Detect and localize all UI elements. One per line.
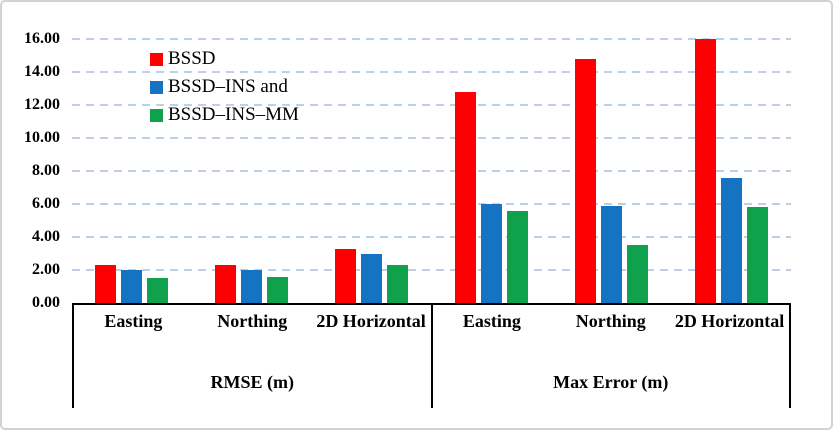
y-tick-label: 8.00: [32, 162, 60, 179]
gridline: [72, 104, 791, 106]
gridline: [72, 137, 791, 139]
bar-bssd: [215, 265, 237, 303]
cluster-easting: [432, 39, 552, 303]
legend-label: BSSD: [168, 48, 216, 69]
gridline: [72, 71, 791, 73]
cluster-northing: [551, 39, 671, 303]
bar-bssd: [454, 91, 476, 303]
category-row: Easting Northing 2D Horizontal: [433, 305, 790, 362]
bar-bssd: [335, 248, 357, 303]
bar-bssd-ins-mm: [387, 265, 409, 303]
y-tick-label: 12.00: [24, 96, 60, 113]
legend-item: BSSD–INS–MM: [150, 104, 299, 126]
y-tick-label: 6.00: [32, 195, 60, 212]
y-tick-label: 16.00: [24, 30, 60, 47]
category-label: 2D Horizontal: [316, 311, 426, 331]
legend-label: BSSD–INS–MM: [168, 104, 299, 125]
y-tick-label: 14.00: [24, 63, 60, 80]
bar-bssd-ins-and: [361, 253, 383, 303]
gridline: [72, 269, 791, 271]
bar-bssd-ins-mm: [267, 276, 289, 303]
y-tick-label: 10.00: [24, 129, 60, 146]
legend-item: BSSD: [150, 48, 299, 70]
chart-card: 0.00 2.00 4.00 6.00 8.00 10.00 12.00 14.00 16.00…: [0, 0, 833, 430]
bar-bssd: [95, 265, 117, 303]
gridline: [72, 236, 791, 238]
gridline: [72, 170, 791, 172]
axis-group-1: Easting Northing 2D Horizontal Max Error (m…: [430, 305, 791, 408]
group-label: Max Error (m): [553, 371, 669, 392]
category-axis: Easting Northing 2D Horizontal RMSE (m) East…: [72, 305, 791, 408]
legend: BSSD BSSD–INS and BSSD–INS–MM: [150, 48, 299, 126]
gridline: [72, 203, 791, 205]
category-label: 2D Horizontal: [674, 311, 785, 331]
cluster-northing: [192, 39, 312, 303]
bar-bssd: [574, 58, 596, 303]
legend-label: BSSD–INS and: [168, 76, 288, 97]
bar-bssd-ins-and: [241, 270, 263, 303]
y-tick-label: 0.00: [32, 294, 60, 311]
bar-bssd-ins-and: [720, 177, 742, 303]
legend-item: BSSD–INS and: [150, 76, 299, 98]
category-label: Northing: [217, 311, 288, 331]
group-label: RMSE (m): [210, 371, 295, 392]
y-tick-label: 4.00: [32, 228, 60, 245]
y-tick-label: 2.00: [32, 261, 60, 278]
plot-area: BSSD BSSD–INS and BSSD–INS–MM: [72, 38, 791, 305]
bar-bssd: [694, 39, 716, 303]
legend-swatch-icon: [150, 52, 163, 66]
category-label: Northing: [575, 311, 646, 331]
axis-group-0: Easting Northing 2D Horizontal RMSE (m): [72, 305, 431, 408]
category-label: Easting: [462, 311, 521, 331]
category-label: Easting: [104, 311, 163, 331]
category-row: Easting Northing 2D Horizontal: [74, 305, 431, 362]
cluster-2d-horizontal: [312, 39, 432, 303]
bar-bssd-ins-mm: [746, 207, 768, 303]
legend-swatch-icon: [150, 80, 163, 94]
bar-bssd-ins-and: [121, 270, 143, 303]
bar-group-0: [72, 39, 432, 303]
gridline: [72, 38, 791, 40]
bar-group-1: [432, 39, 792, 303]
bar-bssd-ins-mm: [147, 278, 169, 303]
bar-groups: [72, 39, 791, 303]
bar-bssd-ins-and: [600, 205, 622, 303]
bar-bssd-ins-mm: [506, 210, 528, 303]
cluster-2d-horizontal: [671, 39, 791, 303]
legend-swatch-icon: [150, 108, 163, 122]
bar-bssd-ins-mm: [626, 245, 648, 303]
cluster-easting: [72, 39, 192, 303]
bar-bssd-ins-and: [480, 204, 502, 303]
